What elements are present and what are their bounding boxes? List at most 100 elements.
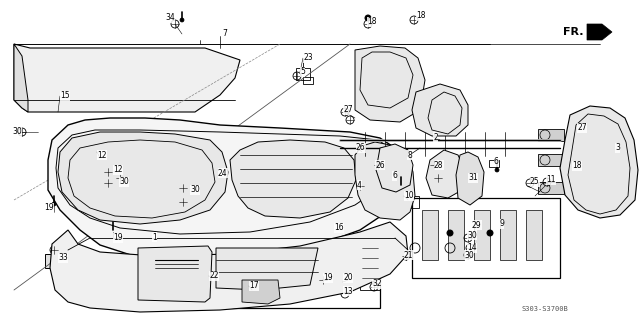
Text: 23: 23 — [303, 54, 312, 63]
Bar — [184, 62, 194, 90]
Polygon shape — [412, 84, 468, 136]
Circle shape — [365, 15, 371, 21]
Bar — [344, 274, 352, 282]
Circle shape — [495, 168, 499, 172]
Text: 32: 32 — [372, 279, 381, 288]
Text: 15: 15 — [60, 92, 70, 100]
Text: 8: 8 — [407, 151, 412, 160]
Polygon shape — [216, 248, 318, 290]
Text: 19: 19 — [113, 234, 123, 242]
Bar — [538, 182, 564, 194]
Polygon shape — [58, 132, 228, 224]
Text: 1: 1 — [152, 233, 157, 241]
Text: 31: 31 — [468, 174, 477, 182]
Text: 30: 30 — [12, 128, 22, 137]
Text: 29: 29 — [472, 220, 482, 229]
Polygon shape — [14, 44, 240, 112]
Bar — [32, 62, 42, 90]
Bar — [210, 272, 224, 286]
Text: 11: 11 — [546, 175, 556, 184]
Text: 26: 26 — [375, 160, 385, 169]
Text: 21: 21 — [404, 250, 413, 259]
Polygon shape — [560, 106, 638, 218]
Bar — [538, 154, 564, 166]
Polygon shape — [355, 142, 415, 220]
Text: 22: 22 — [209, 271, 218, 280]
Bar — [393, 174, 403, 182]
Text: 2: 2 — [433, 132, 438, 142]
Bar — [370, 232, 388, 252]
Text: 12: 12 — [97, 151, 106, 160]
Bar — [489, 160, 499, 167]
Text: S303-S3700B: S303-S3700B — [522, 306, 569, 312]
Bar — [526, 210, 542, 260]
Bar — [97, 152, 111, 162]
Circle shape — [180, 18, 184, 22]
Text: 17: 17 — [249, 281, 259, 291]
Bar — [51, 62, 61, 90]
Circle shape — [52, 202, 56, 206]
Text: 7: 7 — [222, 29, 227, 39]
Bar — [474, 210, 490, 260]
Text: 6: 6 — [494, 158, 499, 167]
Text: 27: 27 — [577, 123, 587, 132]
Polygon shape — [587, 24, 612, 40]
Polygon shape — [426, 150, 465, 198]
Text: 16: 16 — [334, 224, 344, 233]
Circle shape — [487, 230, 493, 236]
Text: 33: 33 — [58, 254, 68, 263]
Text: 30: 30 — [119, 177, 129, 187]
Bar — [165, 62, 175, 90]
Bar — [146, 62, 156, 90]
Bar — [448, 210, 464, 260]
Text: 13: 13 — [343, 286, 353, 295]
Circle shape — [381, 169, 387, 175]
Bar — [127, 62, 137, 90]
Text: 26: 26 — [356, 144, 365, 152]
Bar — [412, 198, 560, 278]
Polygon shape — [138, 246, 212, 302]
Text: 9: 9 — [499, 219, 504, 228]
Text: 10: 10 — [404, 191, 413, 201]
Text: 30: 30 — [464, 250, 474, 259]
Text: 27: 27 — [343, 106, 353, 115]
Polygon shape — [456, 152, 484, 205]
Polygon shape — [50, 222, 408, 312]
Text: 3: 3 — [615, 144, 620, 152]
Text: 12: 12 — [113, 166, 122, 174]
Bar — [500, 210, 516, 260]
Circle shape — [399, 183, 403, 187]
Bar — [70, 62, 80, 90]
Bar — [107, 231, 119, 241]
Bar — [108, 62, 118, 90]
Bar — [303, 77, 313, 84]
Text: 30: 30 — [467, 231, 477, 240]
Bar — [538, 129, 564, 141]
Bar — [404, 196, 419, 208]
Circle shape — [212, 167, 228, 183]
Bar — [45, 254, 63, 268]
Polygon shape — [230, 140, 356, 218]
Text: 24: 24 — [218, 168, 228, 177]
Text: 18: 18 — [572, 161, 582, 170]
Text: 19: 19 — [323, 273, 333, 283]
Text: 18: 18 — [367, 18, 376, 26]
Text: 6: 6 — [392, 172, 397, 181]
Polygon shape — [242, 280, 280, 304]
Bar — [130, 240, 380, 308]
Bar — [89, 62, 99, 90]
Text: 20: 20 — [343, 273, 353, 283]
Bar — [97, 162, 111, 172]
Text: 14: 14 — [467, 243, 477, 253]
Circle shape — [111, 228, 115, 232]
Circle shape — [360, 153, 366, 159]
Polygon shape — [376, 144, 413, 192]
Text: 34: 34 — [165, 13, 175, 23]
Bar — [296, 68, 310, 80]
Polygon shape — [355, 46, 425, 122]
Text: 30: 30 — [190, 186, 200, 195]
Text: 18: 18 — [416, 11, 426, 20]
Text: 4: 4 — [357, 181, 362, 189]
Text: 28: 28 — [434, 160, 444, 169]
Bar — [422, 210, 438, 260]
